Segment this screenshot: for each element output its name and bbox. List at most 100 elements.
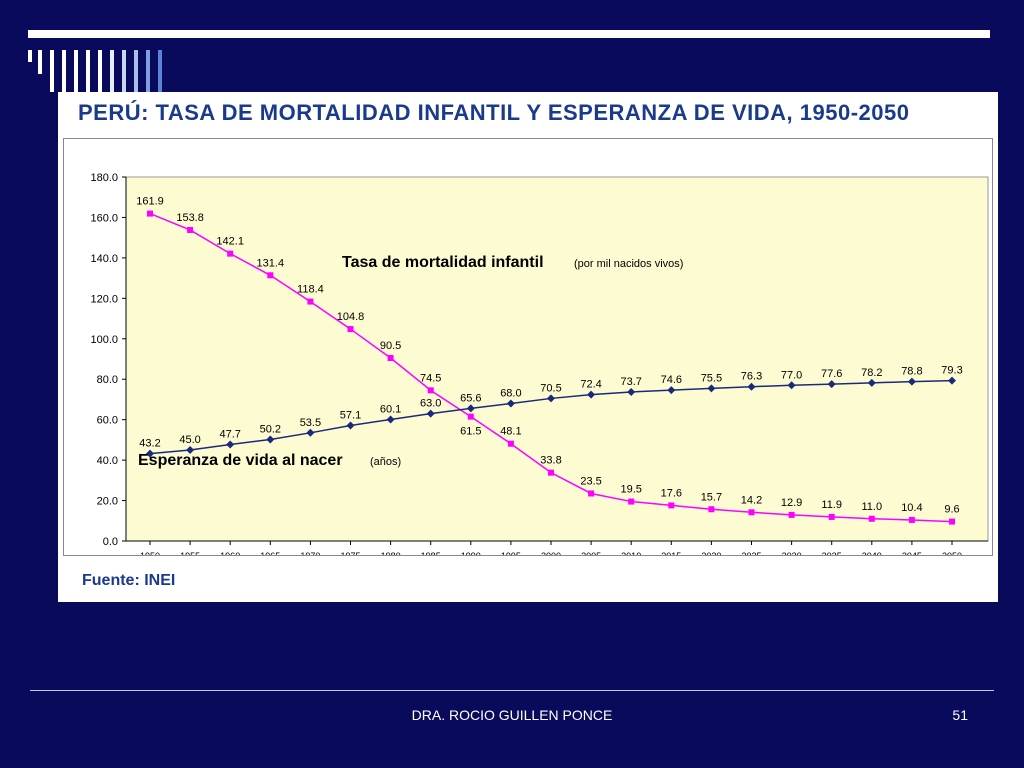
decorative-stripe [28,50,32,62]
decorative-stripe [146,50,150,92]
data-label: 50.2 [260,423,281,435]
data-label: 63.0 [420,398,441,410]
mortality-point [227,250,234,257]
decorative-stripe [62,50,66,92]
decorative-stripe [86,50,90,92]
data-label: 53.5 [300,417,321,429]
decorative-stripes [28,50,168,92]
footer-author: DRA. ROCIO GUILLEN PONCE [411,707,613,723]
mortality-point [708,506,715,513]
data-label: 74.5 [420,372,441,384]
y-tick-label: 40.0 [97,455,118,467]
data-label: 11.9 [821,499,842,511]
y-tick-label: 180.0 [90,172,118,184]
data-label: 61.5 [460,426,481,438]
mortality-point [548,469,554,476]
mortality-point [387,354,394,361]
life-expectancy-point [907,377,916,386]
mortality-point [267,272,274,279]
data-label: 79.3 [941,365,962,377]
decorative-stripe [38,50,42,74]
x-tick-label: 1955 [180,551,200,555]
life-expectancy-point [346,421,355,430]
x-tick-label: 2015 [661,551,681,555]
life-expectancy-point [266,435,275,444]
data-label: 68.0 [500,387,521,399]
life-expectancy-point [667,386,676,395]
data-label: 75.5 [701,372,722,384]
mortality-point [748,509,755,516]
data-label: 73.7 [620,376,641,388]
data-label: 118.4 [297,284,324,296]
y-tick-label: 100.0 [90,334,118,346]
data-label: 19.5 [620,484,641,496]
life-expectancy-point [787,381,796,390]
data-label: 142.1 [216,236,244,248]
x-tick-label: 1985 [421,551,441,555]
data-label: 10.4 [901,502,922,514]
life-expectancy-point [707,384,716,393]
series-unit-mortality: (por mil nacidos vivos) [574,258,683,270]
x-tick-label: 2005 [581,551,601,555]
y-tick-label: 20.0 [97,496,118,508]
x-tick-label: 2035 [822,551,842,555]
x-tick-label: 1980 [381,551,401,555]
decorative-stripe [134,50,138,92]
data-label: 23.5 [580,475,601,487]
series-label-mortality: Tasa de mortalidad infantil [342,254,544,271]
mortality-point [908,516,915,523]
data-label: 78.2 [861,367,882,379]
mortality-point [427,387,434,394]
decorative-stripe [74,50,78,92]
line-chart: 0.0 20.0 40.0 60.0 80.0 100.0 120.0 140.0 160.0 1… [90,172,989,555]
data-label: 15.7 [701,491,722,503]
y-tick-label: 120.0 [90,293,118,305]
life-expectancy-point [747,382,756,391]
x-tick-label: 2040 [862,551,882,555]
footer-rule [30,690,994,691]
life-expectancy-point [587,390,596,399]
x-tick-label: 1995 [501,551,521,555]
decorative-stripe [158,50,162,92]
chart-title: PERÚ: TASA DE MORTALIDAD INFANTIL Y ESPE… [78,100,910,125]
data-label: 161.9 [136,196,164,208]
series-unit-life-expectancy: (años) [370,456,401,468]
mortality-point [187,226,194,233]
data-label: 77.0 [781,369,802,381]
y-tick-label: 80.0 [97,374,118,386]
plot-area [125,176,989,542]
x-tick-label: 1970 [300,551,320,555]
life-expectancy-point [948,376,956,385]
mortality-point [507,440,514,447]
decorative-stripe [98,50,102,92]
series-label-life-expectancy: Esperanza de vida al nacer [138,452,343,469]
data-label: 74.6 [661,374,682,386]
page-number: 51 [952,707,968,723]
x-tick-label: 2000 [541,551,561,555]
mortality-point [788,511,795,518]
x-tick-label: 1965 [260,551,280,555]
mortality-point [868,515,875,522]
mortality-point [949,518,955,525]
mortality-point [668,502,675,509]
data-label: 72.4 [580,379,601,391]
data-label: 90.5 [380,340,401,352]
y-tick-label: 60.0 [97,415,118,427]
x-tick-label: 2025 [741,551,761,555]
life-expectancy-point [386,415,395,424]
data-label: 76.3 [741,371,762,383]
source-note: Fuente: INEI [82,572,176,589]
x-tick-label: 1960 [220,551,240,555]
mortality-point [628,498,635,505]
data-label: 70.5 [540,382,561,394]
data-label: 77.6 [821,368,842,380]
x-tick-label: 1950 [140,551,160,555]
data-label: 33.8 [540,455,561,467]
life-expectancy-point [867,378,876,387]
data-label: 43.2 [139,438,160,450]
life-expectancy-point [506,399,515,408]
x-tick-label: 1975 [340,551,360,555]
decorative-stripe [50,50,54,92]
data-label: 11.0 [862,501,883,513]
data-label: 57.1 [340,410,361,422]
